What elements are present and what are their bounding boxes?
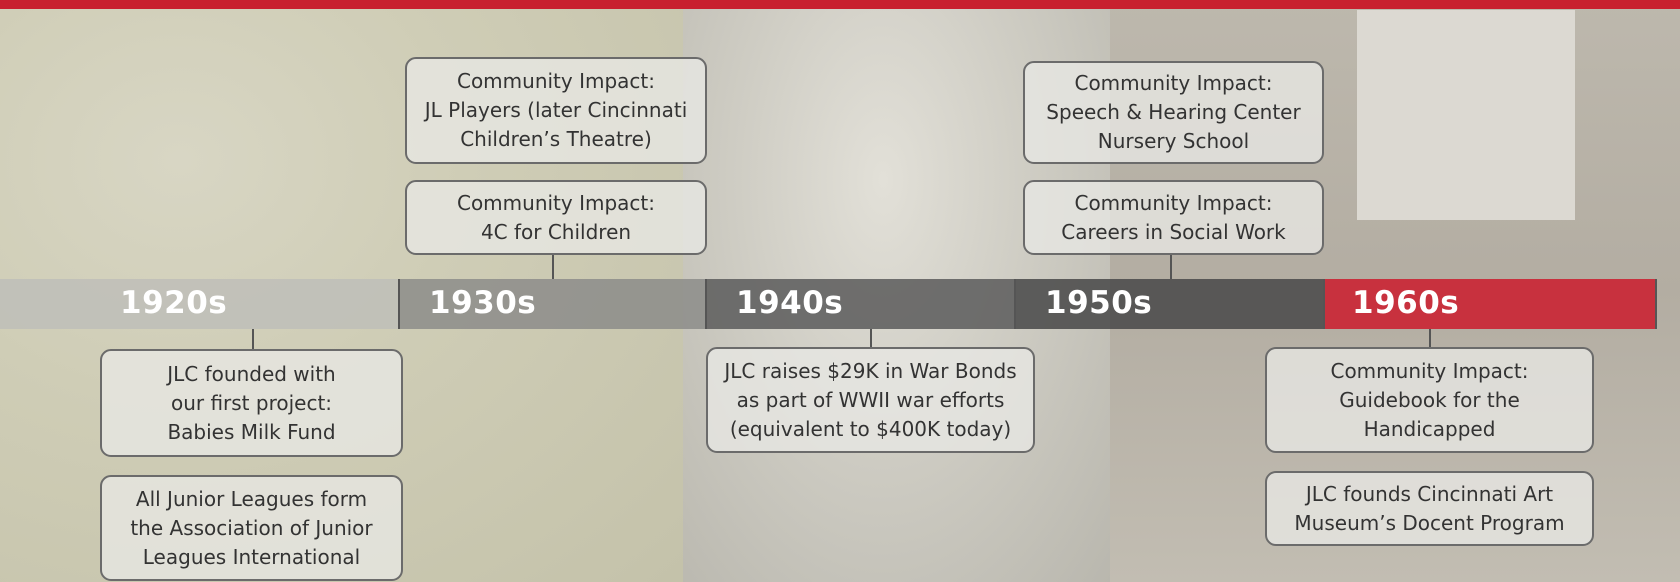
connector <box>1429 329 1431 347</box>
decade-segment: 1950s <box>1016 279 1325 329</box>
connector <box>252 329 254 349</box>
event-text: Community Impact: <box>1074 69 1272 98</box>
event-text: JL Players (later Cincinnati <box>425 96 688 125</box>
event-text: Community Impact: <box>1074 189 1272 218</box>
event-text: as part of WWII war efforts <box>737 386 1005 415</box>
connector <box>552 255 554 279</box>
decade-label: 1920s <box>120 285 227 321</box>
decade-segment: 1940s <box>707 279 1016 329</box>
decade-segment: 1960s <box>1325 279 1657 329</box>
event-text: JLC raises $29K in War Bonds <box>724 357 1016 386</box>
event-box: Community Impact:Careers in Social Work <box>1023 180 1324 255</box>
event-box: Community Impact:JL Players (later Cinci… <box>405 57 707 164</box>
event-text: Careers in Social Work <box>1061 218 1286 247</box>
event-box: Community Impact:4C for Children <box>405 180 707 255</box>
decade-label: 1950s <box>1045 285 1152 321</box>
event-text: 4C for Children <box>481 218 631 247</box>
event-text: Community Impact: <box>457 67 655 96</box>
event-text: Speech & Hearing Center <box>1046 98 1300 127</box>
event-text: Guidebook for the <box>1339 386 1520 415</box>
event-text: Children’s Theatre) <box>460 125 652 154</box>
event-text: Babies Milk Fund <box>167 418 335 447</box>
poster <box>1357 10 1575 220</box>
event-text: Museum’s Docent Program <box>1294 509 1564 538</box>
decade-label: 1930s <box>429 285 536 321</box>
decade-label: 1960s <box>1352 285 1459 321</box>
timeline-page: 1920s 1930s 1940s 1950s 1960s JLC founded wit… <box>0 0 1680 582</box>
event-text: (equivalent to $400K today) <box>730 415 1011 444</box>
top-bar <box>0 0 1680 9</box>
event-text: Community Impact: <box>1330 357 1528 386</box>
event-text: our first project: <box>171 389 332 418</box>
decade-segment: 1930s <box>400 279 707 329</box>
event-text: Handicapped <box>1364 415 1496 444</box>
event-text: JLC founds Cincinnati Art <box>1306 480 1553 509</box>
connector <box>870 329 872 347</box>
event-text: All Junior Leagues form <box>136 485 367 514</box>
connector <box>1170 255 1172 279</box>
event-text: Community Impact: <box>457 189 655 218</box>
event-text: the Association of Junior <box>130 514 372 543</box>
decade-label: 1940s <box>736 285 843 321</box>
event-text: Nursery School <box>1098 127 1249 156</box>
event-text: Leagues International <box>143 543 360 572</box>
event-text: JLC founded with <box>167 360 335 389</box>
decade-segment: 1920s <box>0 279 400 329</box>
event-box: Community Impact:Speech & Hearing Center… <box>1023 61 1324 164</box>
